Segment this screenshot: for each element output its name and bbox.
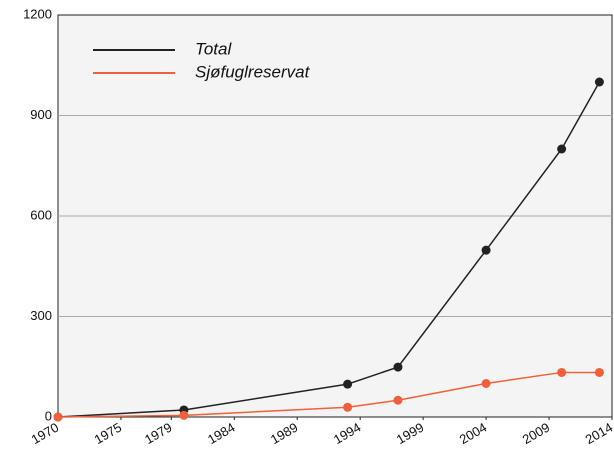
data-point	[557, 367, 567, 377]
x-tick-label: 1975	[92, 420, 125, 447]
y-tick-label: 900	[30, 107, 52, 122]
x-tick-label: 1979	[142, 420, 175, 447]
y-tick-label: 600	[30, 207, 52, 222]
data-point	[393, 395, 403, 405]
data-point	[594, 367, 604, 377]
x-tick-label: 1989	[268, 420, 301, 447]
x-tick-label: 1999	[394, 420, 427, 447]
data-point	[179, 410, 189, 420]
x-tick-label: 1984	[205, 420, 238, 447]
data-point	[343, 379, 353, 389]
x-tick-label: 2009	[520, 420, 553, 447]
marks	[53, 77, 604, 422]
y-tick-label: 300	[30, 308, 52, 323]
data-point	[481, 245, 491, 255]
legend-label: Sjøfuglreservat	[195, 62, 311, 81]
y-tick-label: 1200	[23, 6, 52, 21]
data-point	[557, 144, 567, 154]
data-point	[393, 362, 403, 372]
data-point	[594, 77, 604, 87]
data-point	[53, 412, 63, 422]
legend: Total Sjøfuglreservat	[93, 39, 311, 81]
x-tick-label: 1970	[29, 420, 62, 447]
x-tick-label: 2014	[583, 420, 614, 447]
x-tick-label: 2004	[457, 420, 490, 447]
x-tick-label: 1994	[331, 420, 364, 447]
legend-label: Total	[195, 39, 232, 58]
grid	[57, 115, 613, 420]
y-tick-label: 0	[45, 408, 52, 423]
data-point	[343, 402, 353, 412]
data-point	[481, 379, 491, 388]
